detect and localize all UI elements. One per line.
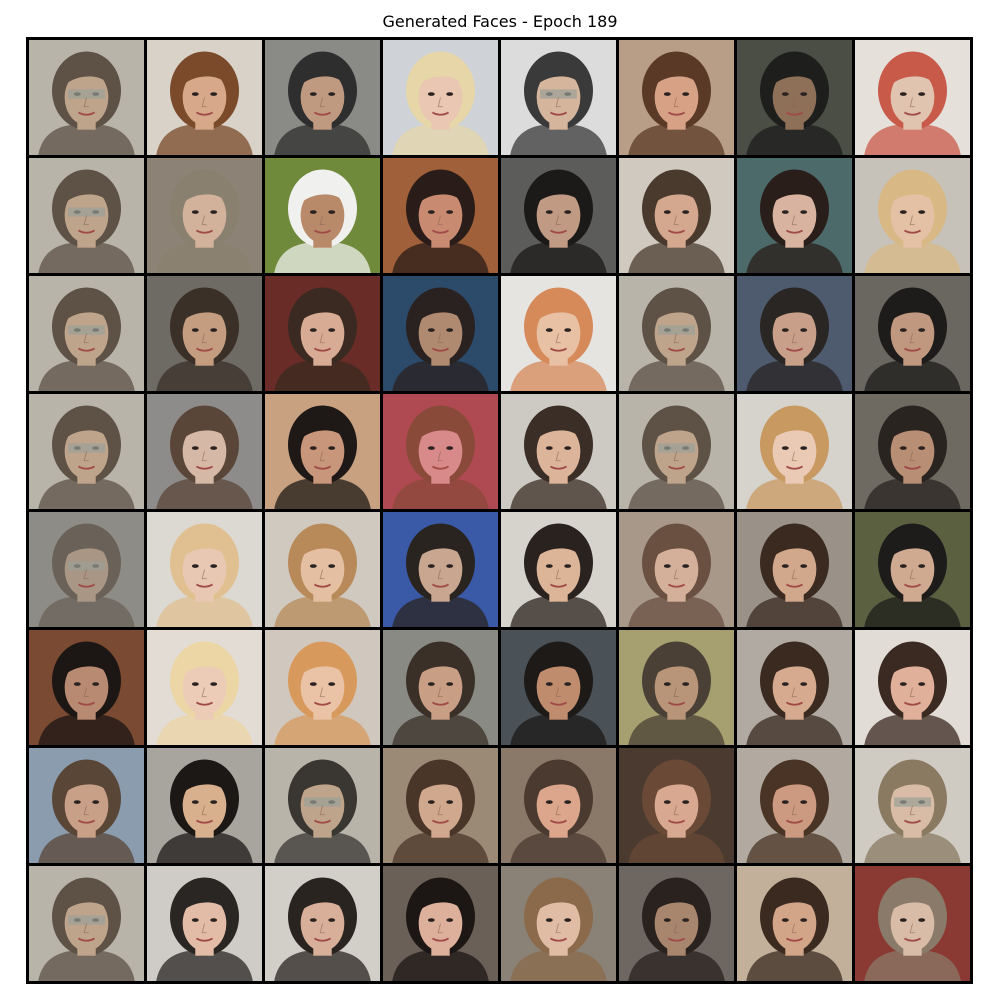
face-image	[29, 512, 144, 627]
face-image	[855, 276, 970, 391]
face-image	[501, 512, 616, 627]
face-image	[501, 394, 616, 509]
face-image	[29, 40, 144, 155]
face-image	[265, 748, 380, 863]
face-image	[383, 512, 498, 627]
face-image	[619, 512, 734, 627]
face-image	[855, 630, 970, 745]
face-image	[855, 866, 970, 981]
face-image	[265, 394, 380, 509]
face-image	[619, 276, 734, 391]
face-image	[737, 748, 852, 863]
face-image	[29, 276, 144, 391]
face-image	[147, 276, 262, 391]
face-image	[855, 512, 970, 627]
face-image	[29, 748, 144, 863]
face-image	[501, 748, 616, 863]
face-image	[737, 512, 852, 627]
face-image	[501, 158, 616, 273]
face-image	[265, 40, 380, 155]
face-image	[147, 630, 262, 745]
face-image	[265, 512, 380, 627]
figure-title: Generated Faces - Epoch 189	[382, 12, 618, 31]
face-image	[265, 866, 380, 981]
face-image	[619, 630, 734, 745]
face-image	[383, 158, 498, 273]
face-image	[383, 40, 498, 155]
face-image	[29, 394, 144, 509]
face-image	[619, 158, 734, 273]
face-grid	[26, 37, 973, 984]
face-image	[855, 748, 970, 863]
face-image	[737, 276, 852, 391]
face-image	[855, 40, 970, 155]
face-image	[619, 40, 734, 155]
face-image	[147, 866, 262, 981]
face-image	[737, 630, 852, 745]
face-image	[147, 40, 262, 155]
face-image	[501, 276, 616, 391]
face-image	[383, 866, 498, 981]
face-image	[855, 394, 970, 509]
face-image	[501, 630, 616, 745]
face-image	[855, 158, 970, 273]
face-image	[737, 394, 852, 509]
face-image	[147, 748, 262, 863]
face-image	[265, 158, 380, 273]
face-image	[383, 630, 498, 745]
face-image	[29, 630, 144, 745]
face-image	[265, 276, 380, 391]
face-image	[147, 394, 262, 509]
face-image	[737, 866, 852, 981]
face-image	[737, 158, 852, 273]
face-image	[147, 158, 262, 273]
face-image	[501, 40, 616, 155]
face-image	[147, 512, 262, 627]
face-image	[383, 394, 498, 509]
face-image	[29, 158, 144, 273]
face-image	[619, 866, 734, 981]
face-image	[501, 866, 616, 981]
face-image	[619, 394, 734, 509]
face-image	[737, 40, 852, 155]
face-image	[619, 748, 734, 863]
face-image	[383, 748, 498, 863]
face-image	[29, 866, 144, 981]
face-image	[265, 630, 380, 745]
face-image	[383, 276, 498, 391]
